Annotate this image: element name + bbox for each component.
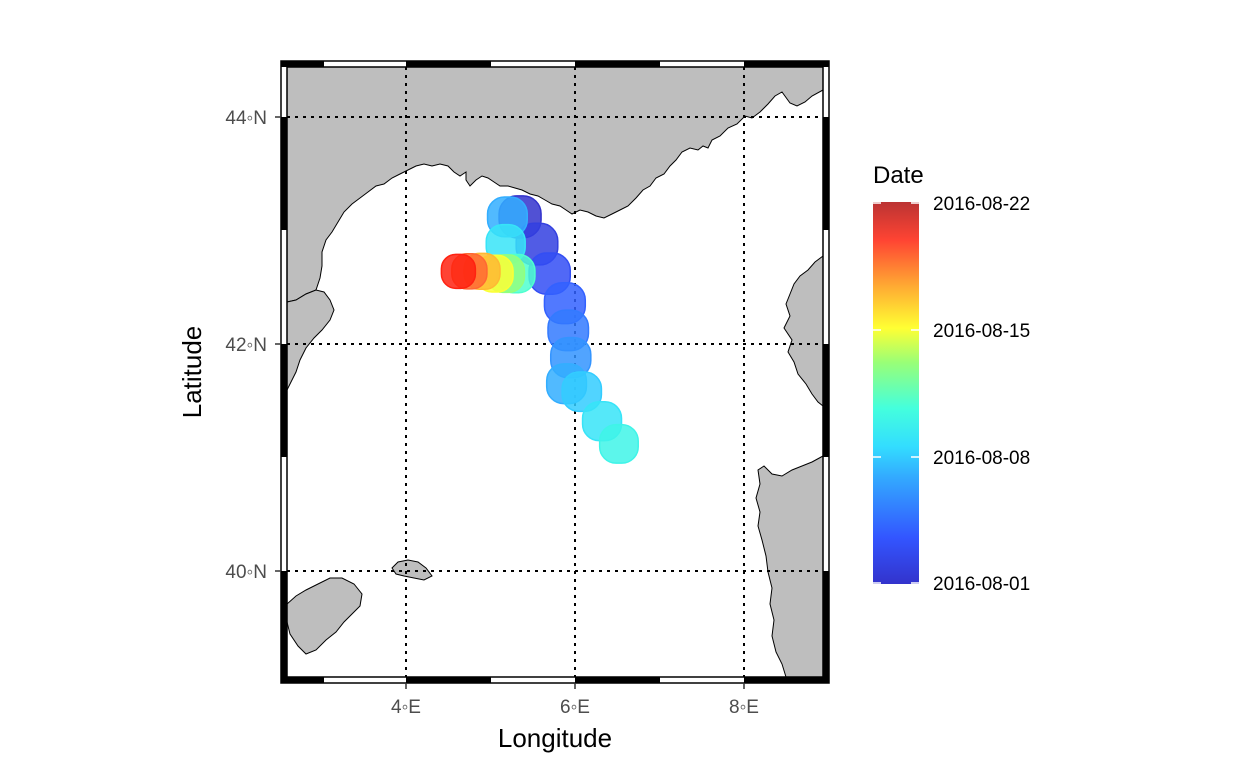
track-point (440, 253, 477, 290)
y-axis: 44◦N 42◦N 40◦N Latitude (177, 108, 281, 583)
land-spain-coast (287, 289, 335, 391)
legend-label: 2016-08-08 (933, 448, 1030, 469)
land-mainland-north (287, 67, 823, 303)
x-axis-title: Longitude (498, 723, 612, 753)
legend-label: 2016-08-15 (933, 321, 1030, 342)
track-point (561, 371, 603, 413)
land-menorca (391, 559, 433, 581)
x-tick-label: 4◦E (391, 697, 421, 718)
y-tick-label: 44◦N (225, 108, 267, 129)
colorbar (873, 202, 919, 584)
land-layer (287, 67, 823, 677)
y-tick-label: 40◦N (225, 562, 267, 583)
color-legend: Date 2016-08-22 2016-08-15 2016-08-08 20… (873, 162, 1030, 595)
x-tick-label: 8◦E (729, 697, 759, 718)
land-mallorca (287, 577, 363, 655)
x-tick-label: 6◦E (560, 697, 590, 718)
track-points (440, 195, 639, 464)
track-point (598, 423, 639, 464)
land-sardinia (755, 455, 823, 677)
map-panel (280, 60, 830, 684)
y-axis-title: Latitude (177, 326, 207, 419)
map-frame (280, 60, 830, 684)
legend-label: 2016-08-22 (933, 194, 1030, 215)
land-corsica (783, 255, 823, 407)
legend-label: 2016-08-01 (933, 574, 1030, 595)
legend-title: Date (873, 162, 924, 189)
y-tick-label: 42◦N (225, 335, 267, 356)
x-axis: 4◦E 6◦E 8◦E Longitude (391, 683, 759, 753)
